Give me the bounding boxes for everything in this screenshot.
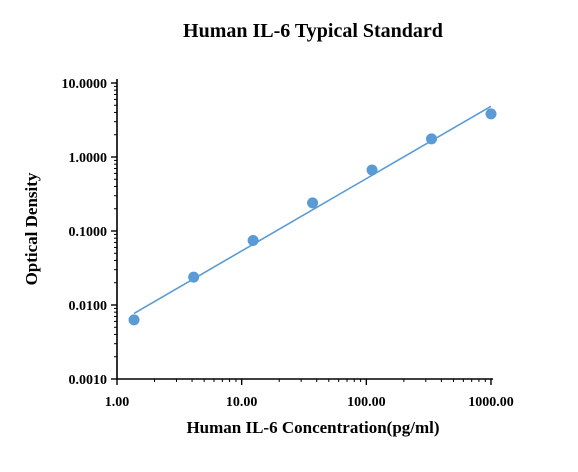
y-axis-title: Optical Density <box>22 172 41 285</box>
x-tick-label: 100.00 <box>347 395 386 410</box>
data-point <box>188 271 200 283</box>
x-tick-label: 1.00 <box>105 395 130 410</box>
x-axis-title: Human IL-6 Concentration(pg/ml) <box>186 418 439 437</box>
x-tick-label: 1000.00 <box>468 395 514 410</box>
data-point <box>128 314 140 326</box>
data-point <box>307 197 319 209</box>
data-point <box>426 133 438 145</box>
y-tick-label: 0.0100 <box>69 299 108 314</box>
y-tick-label: 0.1000 <box>69 225 108 240</box>
data-point <box>366 164 378 176</box>
data-point <box>485 108 497 120</box>
x-tick-label: 10.00 <box>226 395 258 410</box>
y-tick-label: 0.0010 <box>69 373 108 388</box>
plot-area: 0.0010 0.0100 0.1000 1.0000 10.0000 1.00 10.00… <box>62 77 514 410</box>
y-tick-label: 1.0000 <box>69 151 108 166</box>
y-tick-label: 10.0000 <box>62 77 108 92</box>
data-point <box>247 234 259 246</box>
fit-line <box>133 105 492 315</box>
chart-title: Human IL-6 Typical Standard <box>183 20 443 42</box>
